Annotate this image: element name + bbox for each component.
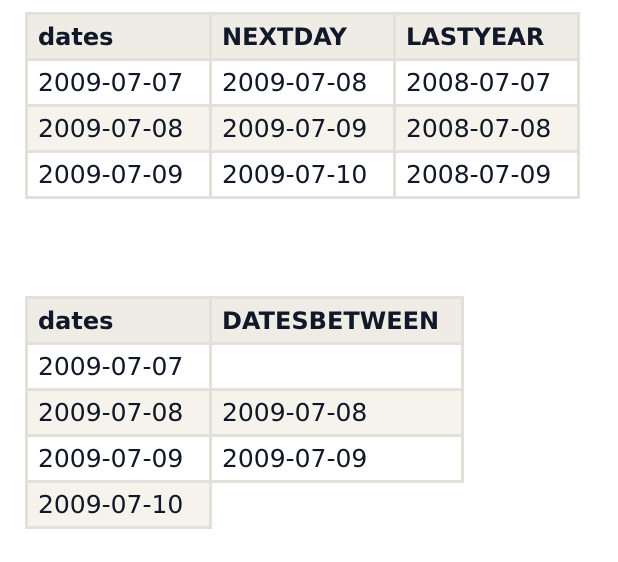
table-row: 2009-07-07 2009-07-08 2008-07-07 [25, 58, 580, 107]
cell-dates: 2009-07-08 [25, 388, 212, 437]
table-row: 2009-07-07 [25, 342, 464, 391]
cell-nextday: 2009-07-10 [209, 150, 396, 199]
cell-nextday: 2009-07-09 [209, 104, 396, 153]
cell-dates: 2009-07-07 [25, 58, 212, 107]
cell-dates: 2009-07-07 [25, 342, 212, 391]
table-row: 2009-07-09 2009-07-09 [25, 434, 464, 483]
header-dates: dates [25, 12, 212, 61]
cell-lastyear: 2008-07-09 [393, 150, 580, 199]
table-row: 2009-07-08 2009-07-09 2008-07-08 [25, 104, 580, 153]
header-nextday: NEXTDAY [209, 12, 396, 61]
cell-dates: 2009-07-10 [25, 480, 212, 529]
table-row: 2009-07-10 [25, 480, 463, 529]
table-row: 2009-07-08 2009-07-08 [25, 388, 464, 437]
table-row: 2009-07-09 2009-07-10 2008-07-09 [25, 150, 580, 199]
header-lastyear: LASTYEAR [393, 12, 580, 61]
cell-dates: 2009-07-08 [25, 104, 212, 153]
cell-dates: 2009-07-09 [25, 150, 212, 199]
dates-between-table: dates DATESBETWEEN 2009-07-07 2009-07-08… [25, 296, 464, 529]
cell-datesbetween: 2009-07-08 [209, 388, 464, 437]
cell-lastyear: 2008-07-08 [393, 104, 580, 153]
cell-lastyear: 2008-07-07 [393, 58, 580, 107]
cell-datesbetween-empty [210, 481, 463, 528]
cell-datesbetween [209, 342, 464, 391]
cell-dates: 2009-07-09 [25, 434, 212, 483]
header-datesbetween: DATESBETWEEN [209, 296, 464, 345]
next-day-last-year-table: dates NEXTDAY LASTYEAR 2009-07-07 2009-0… [25, 12, 580, 199]
header-dates: dates [25, 296, 212, 345]
table-header-row: dates DATESBETWEEN [25, 296, 464, 345]
cell-datesbetween: 2009-07-09 [209, 434, 464, 483]
table-header-row: dates NEXTDAY LASTYEAR [25, 12, 580, 61]
cell-nextday: 2009-07-08 [209, 58, 396, 107]
